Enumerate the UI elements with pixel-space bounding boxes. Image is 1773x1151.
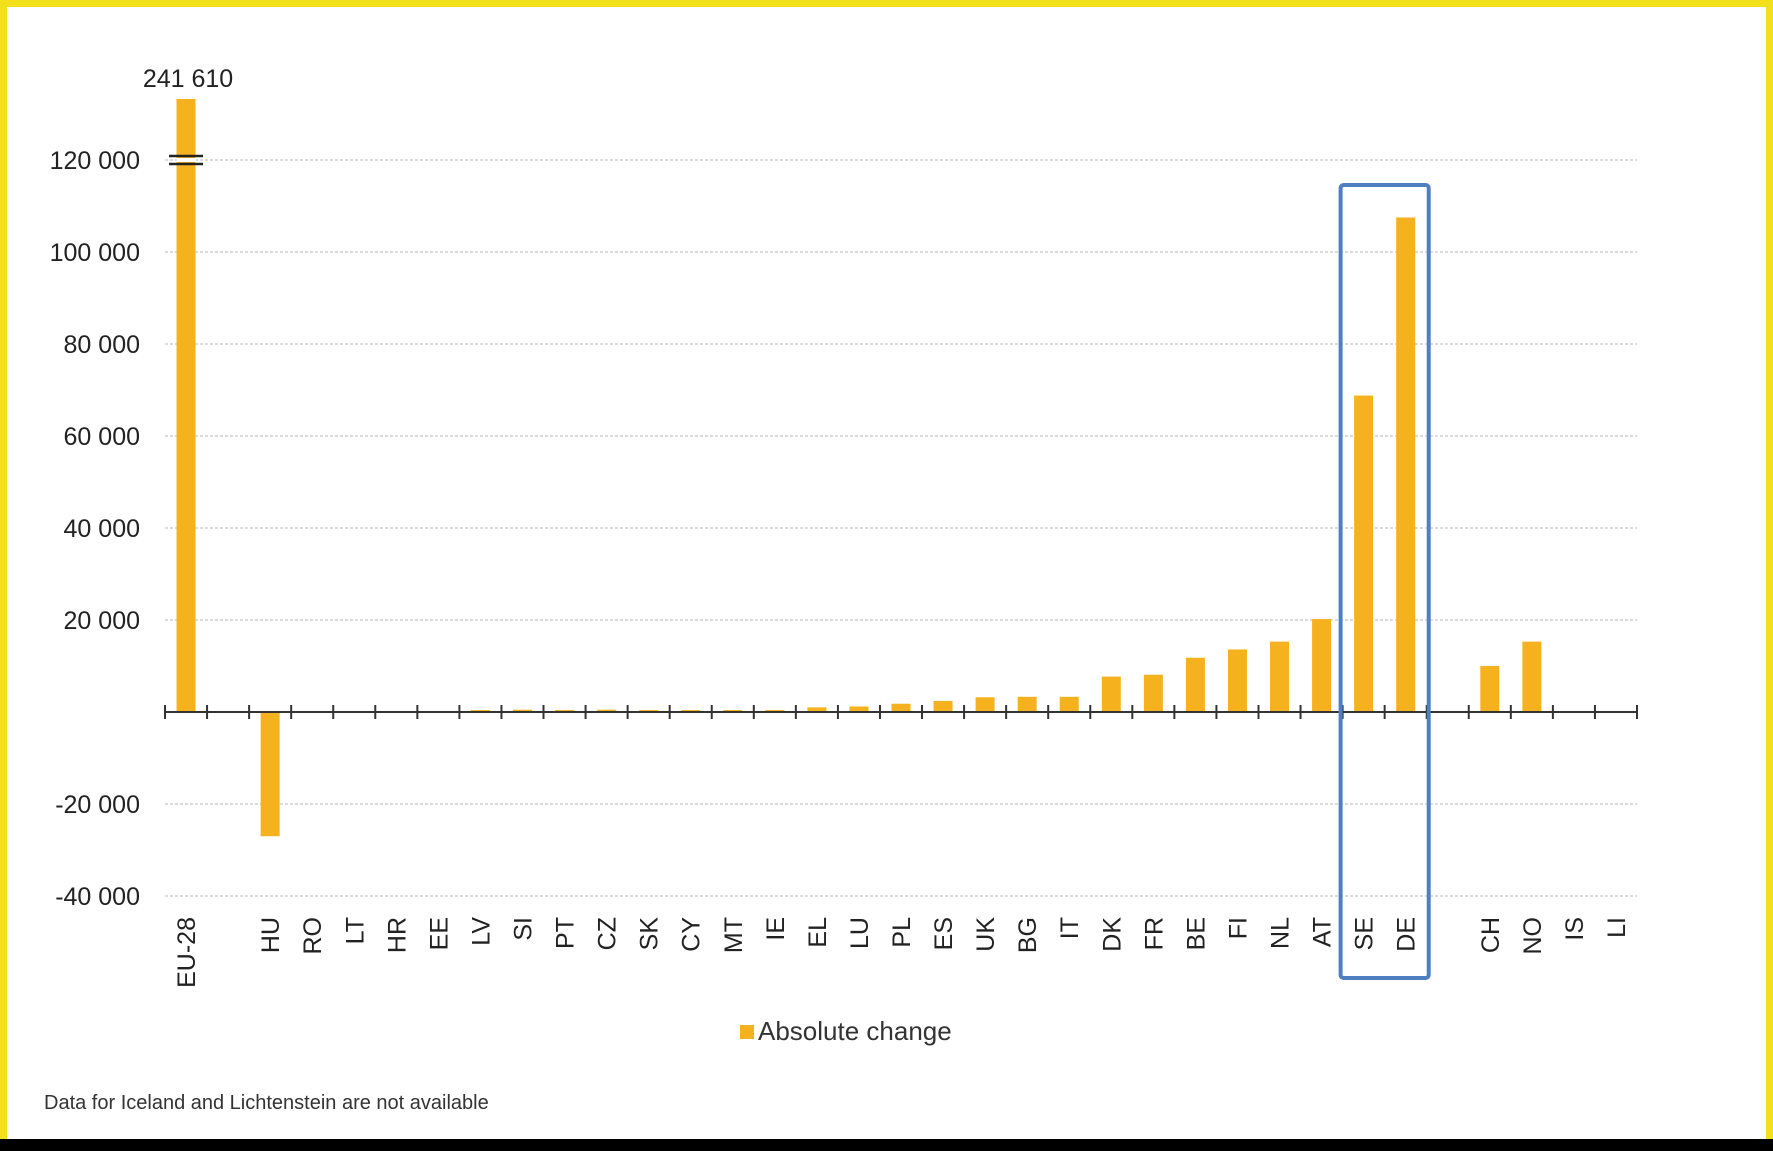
- x-label-fr: FR: [1140, 917, 1168, 950]
- bar-dk: [1101, 676, 1121, 712]
- y-tick-label: 100 000: [50, 239, 140, 267]
- highlight-box-se-de: [1338, 183, 1431, 980]
- x-label-no: NO: [1519, 917, 1547, 955]
- bar-at: [1312, 619, 1332, 712]
- x-label-mt: MT: [720, 917, 748, 953]
- bar-be: [1185, 657, 1205, 712]
- x-label-lu: LU: [846, 917, 874, 949]
- bar-hu: [260, 712, 280, 837]
- y-tick-label: 20 000: [64, 607, 140, 635]
- bar-uk: [975, 697, 995, 712]
- x-label-eu-28: EU-28: [173, 917, 201, 988]
- x-label-dk: DK: [1098, 917, 1126, 952]
- bar-bg: [1017, 696, 1037, 712]
- bar-pl: [891, 703, 911, 712]
- x-label-sk: SK: [636, 917, 664, 951]
- x-label-si: SI: [509, 917, 537, 941]
- x-label-cz: CZ: [594, 917, 622, 950]
- y-axis-tick-labels: -40 000 -20 000 20 000 40 000 60 000 80 000 10…: [50, 147, 140, 911]
- x-label-pl: PL: [888, 917, 916, 948]
- bar-fi: [1227, 649, 1247, 712]
- bar-cz: [597, 709, 617, 712]
- x-label-ch: CH: [1477, 917, 1505, 953]
- legend-swatch: [740, 1025, 754, 1039]
- bar-fr: [1143, 674, 1163, 712]
- x-label-lt: LT: [341, 917, 369, 944]
- annotations: 241 610: [143, 65, 1431, 980]
- category-labels: EU-28 HU RO LT HR EE LV SI PT CZ SK CY MT IE EL LU PL ES U…: [173, 917, 1631, 988]
- x-label-be: BE: [1182, 917, 1210, 950]
- x-label-uk: UK: [972, 917, 1000, 952]
- x-label-pt: PT: [552, 917, 580, 949]
- x-label-nl: NL: [1267, 917, 1295, 949]
- x-label-se: SE: [1351, 917, 1379, 950]
- bar-nl: [1270, 641, 1290, 712]
- bar-chart: -40 000 -20 000 20 000 40 000 60 000 80 000 10…: [44, 65, 1638, 1114]
- x-label-de: DE: [1393, 917, 1421, 952]
- axis-break-gap: [176, 158, 196, 162]
- bar-no: [1522, 641, 1542, 712]
- x-label-lv: LV: [467, 917, 495, 946]
- bar-lu: [849, 706, 869, 712]
- x-label-at: AT: [1309, 917, 1337, 947]
- bar-es: [933, 700, 953, 712]
- x-label-hu: HU: [257, 917, 285, 953]
- y-tick-label: -40 000: [55, 883, 140, 911]
- bar-se: [1354, 395, 1374, 712]
- x-label-li: LI: [1603, 917, 1631, 938]
- legend-label: Absolute change: [758, 1016, 952, 1046]
- legend: Absolute change: [740, 1016, 952, 1046]
- bar-eu-28: [176, 99, 196, 712]
- gridlines: [165, 159, 1637, 897]
- bar-si: [512, 709, 532, 712]
- data-label-eu-28: 241 610: [143, 65, 233, 93]
- x-label-ie: IE: [762, 917, 790, 941]
- x-label-bg: BG: [1014, 917, 1042, 953]
- bar-ch: [1480, 666, 1500, 712]
- bar-de: [1396, 217, 1416, 712]
- y-tick-label: 60 000: [64, 423, 140, 451]
- bar-it: [1059, 696, 1079, 712]
- x-label-ee: EE: [425, 917, 453, 950]
- x-label-el: EL: [804, 917, 832, 948]
- x-label-cy: CY: [678, 917, 706, 952]
- x-label-is: IS: [1561, 917, 1589, 941]
- y-tick-label: 80 000: [64, 331, 140, 359]
- x-label-it: IT: [1056, 917, 1084, 939]
- x-label-es: ES: [930, 917, 958, 950]
- y-tick-label: -20 000: [55, 791, 140, 819]
- bar-el: [807, 707, 827, 712]
- y-tick-label: 120 000: [50, 147, 140, 175]
- bars: [176, 99, 1542, 837]
- x-label-hr: HR: [383, 917, 411, 953]
- x-axis: [164, 705, 1638, 719]
- x-label-ro: RO: [299, 917, 327, 955]
- y-tick-label: 40 000: [64, 515, 140, 543]
- footnote: Data for Iceland and Lichtenstein are no…: [44, 1092, 489, 1114]
- x-label-fi: FI: [1224, 917, 1252, 939]
